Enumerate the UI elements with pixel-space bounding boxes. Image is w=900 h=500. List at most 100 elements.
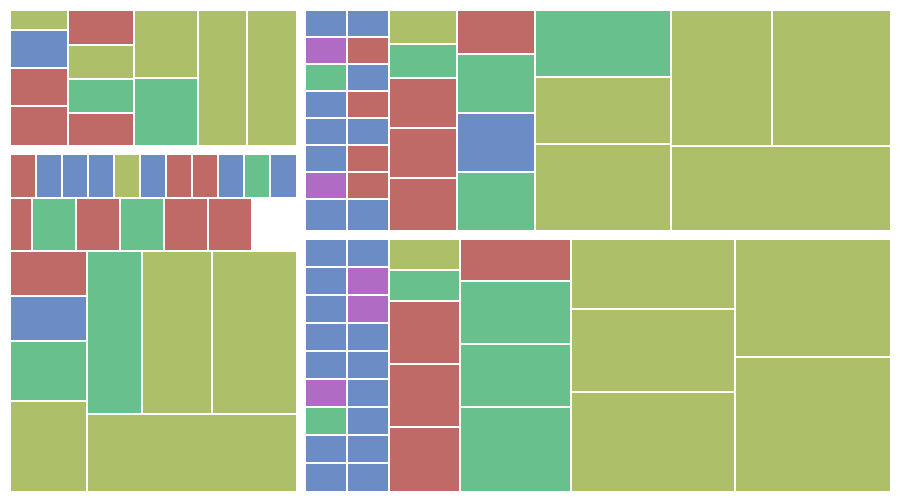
treemap-tile <box>772 10 891 146</box>
treemap-tile <box>389 364 460 427</box>
treemap-tile <box>305 379 347 407</box>
treemap-tile <box>134 10 198 78</box>
treemap-tile <box>87 414 297 492</box>
treemap-tile <box>347 37 389 64</box>
treemap-tile <box>76 198 120 251</box>
treemap-tile <box>389 128 457 178</box>
treemap-tile <box>671 10 772 146</box>
treemap-panel-top-left <box>10 10 297 146</box>
treemap-tile <box>134 78 198 146</box>
treemap-tile <box>305 91 347 118</box>
treemap-tile <box>305 172 347 199</box>
treemap-tile <box>347 407 389 435</box>
treemap-tile <box>735 357 891 492</box>
treemap-tile <box>535 10 671 77</box>
treemap-tile <box>10 401 87 492</box>
treemap-tile <box>347 64 389 91</box>
treemap-tile <box>457 54 535 113</box>
treemap-tile <box>68 113 134 146</box>
treemap-tile <box>68 10 134 45</box>
treemap-tile <box>32 198 76 251</box>
treemap-tile <box>347 172 389 199</box>
treemap-tile <box>114 154 140 198</box>
treemap-tile <box>460 344 571 407</box>
treemap-tile <box>68 79 134 113</box>
treemap-tile <box>10 341 87 401</box>
treemap-tile <box>389 427 460 492</box>
treemap-tile <box>305 267 347 295</box>
treemap-tile <box>208 198 252 251</box>
treemap-tile <box>305 118 347 145</box>
treemap-tile <box>347 239 389 267</box>
treemap-tile <box>305 463 347 492</box>
treemap-tile <box>671 146 891 231</box>
treemap-tile <box>36 154 62 198</box>
treemap-tile <box>457 172 535 231</box>
treemap-tile <box>305 199 347 231</box>
treemap-tile <box>120 198 164 251</box>
treemap-tile <box>347 91 389 118</box>
treemap-tile <box>389 78 457 128</box>
treemap-tile <box>10 68 68 106</box>
treemap-tile <box>389 239 460 270</box>
treemap-tile <box>166 154 192 198</box>
treemap-tile <box>305 239 347 267</box>
treemap-tile <box>347 323 389 351</box>
treemap-tile <box>305 351 347 379</box>
treemap-tile <box>735 239 891 357</box>
treemap-tile <box>347 267 389 295</box>
treemap-tile <box>87 251 142 414</box>
treemap-tile <box>347 435 389 463</box>
treemap-tile <box>347 379 389 407</box>
treemap-tile <box>347 351 389 379</box>
treemap-tile <box>347 199 389 231</box>
treemap-tile <box>10 251 87 296</box>
treemap-tile <box>347 145 389 172</box>
treemap-tile <box>10 296 87 341</box>
treemap-tile <box>457 113 535 172</box>
treemap-tile <box>305 10 347 37</box>
treemap-tile <box>389 178 457 231</box>
treemap-tile <box>305 407 347 435</box>
treemap-tile <box>270 154 297 198</box>
treemap-tile <box>10 10 68 30</box>
treemap-tile <box>389 10 457 44</box>
treemap-tile <box>460 407 571 492</box>
treemap-tile <box>305 435 347 463</box>
treemap-tile <box>571 392 735 492</box>
treemap-tile <box>305 145 347 172</box>
treemap-tile <box>457 10 535 54</box>
treemap-tile <box>140 154 166 198</box>
treemap-panel-bottom-right <box>305 239 891 492</box>
treemap-tile <box>460 281 571 344</box>
treemap-tile <box>10 198 32 251</box>
treemap-tile <box>305 295 347 323</box>
treemap-tile <box>305 64 347 91</box>
treemap-tile <box>68 45 134 79</box>
treemap-tile <box>389 44 457 78</box>
treemap-panel-bottom-left <box>10 154 297 492</box>
treemap-tile <box>88 154 114 198</box>
treemap-tile <box>389 301 460 364</box>
treemap-tile <box>535 77 671 144</box>
treemap-tile <box>571 239 735 309</box>
treemap-tile <box>571 309 735 392</box>
treemap-tile <box>212 251 297 414</box>
treemap-tile <box>347 295 389 323</box>
treemap-tile <box>164 198 208 251</box>
treemap-tile <box>10 30 68 68</box>
treemap-tile <box>198 10 247 146</box>
treemap-tile <box>62 154 88 198</box>
treemap-tile <box>347 118 389 145</box>
treemap-tile <box>244 154 270 198</box>
treemap-tile <box>218 154 244 198</box>
treemap-tile <box>247 10 297 146</box>
treemap-tile <box>305 37 347 64</box>
treemap-tile <box>305 323 347 351</box>
treemap-tile <box>142 251 212 414</box>
treemap-tile <box>535 144 671 231</box>
treemap-tile <box>10 106 68 146</box>
treemap-tile <box>389 270 460 301</box>
treemap-tile <box>192 154 218 198</box>
